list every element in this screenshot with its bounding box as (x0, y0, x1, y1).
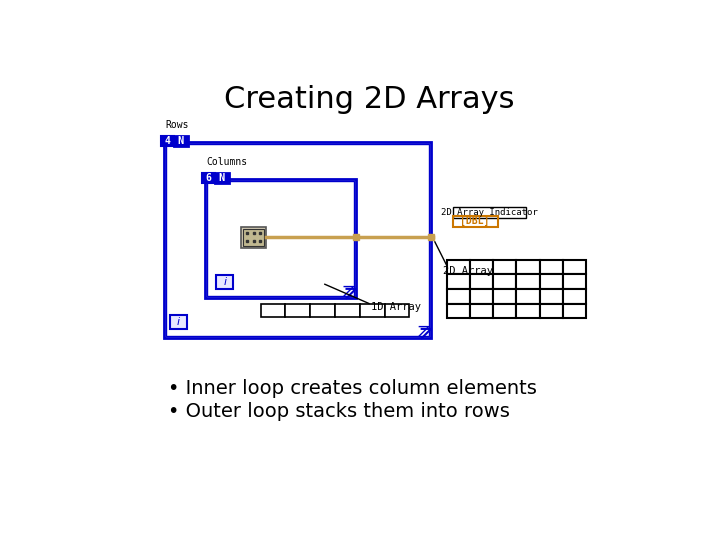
Text: N: N (178, 136, 184, 146)
Text: • Inner loop creates column elements: • Inner loop creates column elements (168, 379, 536, 397)
Bar (516, 274, 539, 289)
Bar (539, 274, 563, 289)
Bar (163, 142, 431, 338)
Text: 4: 4 (165, 136, 171, 146)
Text: Creating 2D Arrays: Creating 2D Arrays (224, 85, 514, 114)
Text: Columns: Columns (206, 157, 248, 167)
Text: i: i (177, 317, 180, 327)
Bar (207, 181, 354, 296)
Bar (446, 289, 469, 303)
Bar (446, 274, 469, 289)
Bar (469, 260, 493, 274)
Bar (493, 260, 516, 274)
Bar (493, 274, 516, 289)
Text: [DBL]: [DBL] (461, 216, 490, 226)
Bar (261, 303, 285, 316)
Text: 6: 6 (206, 173, 212, 183)
Bar (161, 136, 174, 146)
Text: 2D Array: 2D Array (443, 266, 492, 276)
Bar (174, 136, 188, 146)
Bar (563, 289, 586, 303)
Bar (243, 229, 264, 246)
Bar (563, 303, 586, 318)
Bar (469, 274, 493, 289)
Bar (493, 303, 516, 318)
Bar (453, 207, 526, 218)
Bar (539, 260, 563, 274)
Bar (446, 260, 469, 274)
Bar (516, 260, 539, 274)
Bar (216, 275, 233, 289)
Bar (202, 173, 215, 183)
Text: 2D Array Indicator: 2D Array Indicator (441, 208, 538, 217)
Bar (563, 260, 586, 274)
Bar (446, 303, 469, 318)
Bar (360, 303, 384, 316)
Bar (539, 289, 563, 303)
Text: 1D Array: 1D Array (372, 302, 421, 312)
Bar (241, 226, 266, 248)
Bar (563, 274, 586, 289)
Bar (516, 303, 539, 318)
Text: N: N (219, 173, 225, 183)
Bar (353, 234, 359, 240)
Bar (384, 303, 409, 316)
Bar (204, 179, 356, 298)
Bar (170, 315, 187, 329)
Text: • Outer loop stacks them into rows: • Outer loop stacks them into rows (168, 402, 509, 421)
Bar (539, 303, 563, 318)
Bar (493, 289, 516, 303)
Bar (469, 289, 493, 303)
Bar (310, 303, 335, 316)
Bar (469, 303, 493, 318)
Bar (516, 289, 539, 303)
Bar (285, 303, 310, 316)
Bar (166, 144, 428, 336)
Bar (215, 173, 229, 183)
Text: Rows: Rows (165, 120, 189, 130)
Bar (335, 303, 360, 316)
Text: i: i (223, 277, 226, 287)
Bar (453, 215, 498, 226)
Bar (428, 234, 434, 240)
